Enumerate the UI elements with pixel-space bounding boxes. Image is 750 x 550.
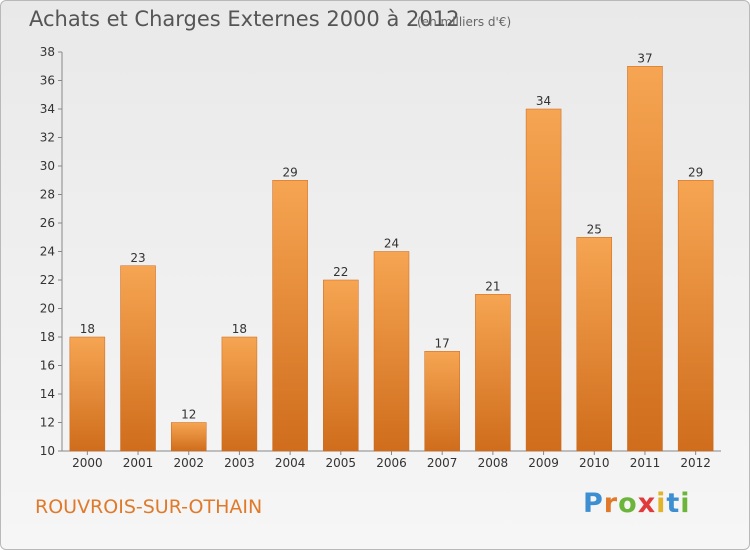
- x-tick-label: 2009: [528, 456, 559, 470]
- data-label: 29: [688, 165, 703, 179]
- bar: [69, 336, 106, 452]
- logo-letter: i: [656, 488, 667, 519]
- bar: [525, 108, 562, 452]
- x-tick-label: 2006: [376, 456, 407, 470]
- y-tick-label: 14: [40, 387, 55, 401]
- y-tick-label: 36: [40, 74, 55, 88]
- x-tick-label: 2001: [123, 456, 154, 470]
- logo-letter: t: [666, 488, 681, 519]
- chart-subtitle: (en milliers d'€): [417, 15, 512, 29]
- bar: [475, 294, 511, 452]
- x-tick-label: 2011: [630, 456, 661, 470]
- x-tick-label: 2005: [326, 456, 357, 470]
- bar: [170, 422, 207, 452]
- bar: [221, 336, 258, 452]
- y-tick-label: 24: [40, 245, 55, 259]
- bar: [424, 351, 460, 452]
- bar: [272, 180, 308, 452]
- bar: [627, 66, 663, 452]
- x-tick-label: 2012: [680, 456, 711, 470]
- y-tick-label: 38: [40, 45, 55, 59]
- data-label: 37: [637, 51, 652, 65]
- data-label: 18: [232, 322, 247, 336]
- data-label: 18: [80, 322, 95, 336]
- y-tick-label: 28: [40, 188, 55, 202]
- chart-title: Achats et Charges Externes 2000 à 2012: [29, 7, 460, 31]
- bar: [576, 237, 613, 452]
- proxiti-logo: Proxiti: [583, 488, 691, 519]
- logo-letter: r: [603, 488, 619, 519]
- y-tick-label: 26: [40, 216, 55, 230]
- y-tick-label: 30: [40, 159, 55, 173]
- y-tick-label: 16: [40, 359, 55, 373]
- data-label: 23: [130, 251, 145, 265]
- data-label: 17: [435, 336, 450, 350]
- logo-letter: i: [680, 488, 691, 519]
- x-tick-label: 2007: [427, 456, 458, 470]
- y-tick-label: 18: [40, 330, 55, 344]
- data-label: 34: [536, 94, 551, 108]
- logo-letter: o: [618, 488, 638, 519]
- y-tick-label: 22: [40, 273, 55, 287]
- logo-letter: P: [583, 488, 604, 519]
- bar: [677, 180, 714, 452]
- y-tick-label: 32: [40, 131, 55, 145]
- city-name: ROUVROIS-SUR-OTHAIN: [35, 496, 263, 518]
- y-tick-label: 10: [40, 444, 55, 458]
- x-tick-label: 2004: [275, 456, 306, 470]
- bar: [373, 251, 410, 452]
- x-tick-label: 2010: [579, 456, 610, 470]
- y-tick-label: 20: [40, 302, 55, 316]
- bar: [323, 279, 359, 452]
- data-label: 21: [485, 279, 500, 293]
- x-tick-label: 2002: [173, 456, 204, 470]
- data-label: 22: [333, 265, 348, 279]
- x-tick-label: 2008: [478, 456, 509, 470]
- data-label: 25: [587, 222, 602, 236]
- y-tick-label: 34: [40, 102, 55, 116]
- x-tick-label: 2000: [72, 456, 103, 470]
- x-tick-label: 2003: [224, 456, 255, 470]
- bar: [120, 265, 156, 452]
- y-tick-label: 12: [40, 416, 55, 430]
- data-label: 29: [282, 165, 297, 179]
- logo-letter: x: [637, 488, 657, 519]
- data-label: 24: [384, 237, 399, 251]
- data-label: 12: [181, 408, 196, 422]
